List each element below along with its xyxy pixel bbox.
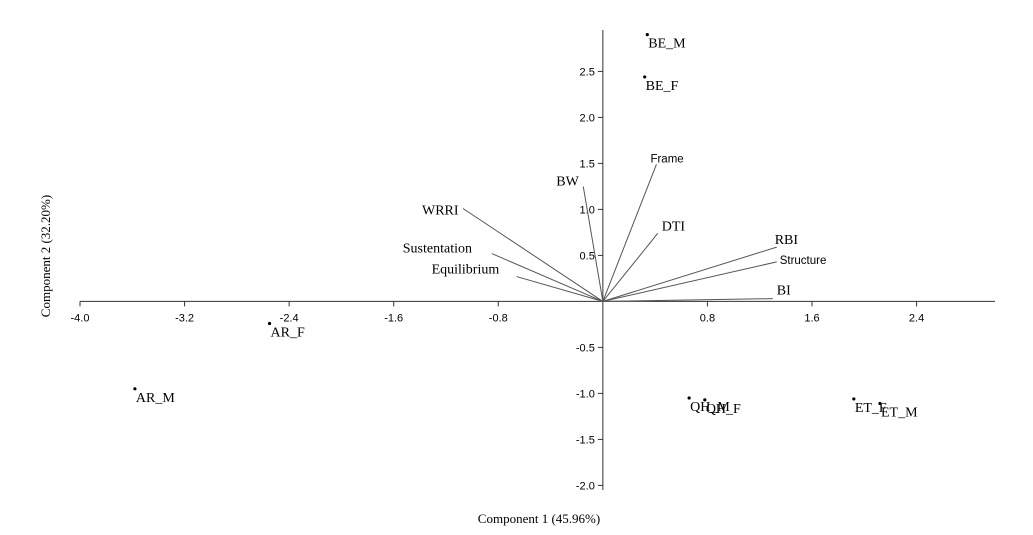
- loading-vector-rbi: [602, 246, 777, 302]
- x-tick-label: -1.6: [384, 312, 403, 324]
- y-tick-label: 1.5: [580, 158, 595, 170]
- score-points: BE_MBE_FAR_FAR_MQH_MQH_F ET_FET_M: [133, 33, 918, 421]
- x-axis-label: Component 1 (45.96%): [478, 511, 600, 526]
- score-point-et-f: [852, 397, 856, 401]
- score-label-ar-m: AR_M: [136, 391, 175, 406]
- loading-label-sustentation: Sustentation: [403, 242, 472, 257]
- x-tick-label: -4.0: [71, 312, 90, 324]
- score-label-qh-m: QH_M: [690, 400, 730, 415]
- loading-label-dti: DTI: [662, 219, 686, 234]
- x-tick-label: 2.4: [909, 312, 924, 324]
- y-tick-label: -2.0: [576, 480, 595, 492]
- score-point-qh-m: [687, 396, 691, 400]
- loading-label-rbi: RBI: [775, 233, 799, 248]
- loading-vector-frame: [602, 164, 657, 302]
- score-point-be-f: [643, 75, 647, 79]
- loading-vector-dti: [602, 233, 659, 302]
- y-tick-label: -1.5: [576, 434, 595, 446]
- score-point-ar-m: [133, 387, 137, 391]
- y-axis-label: Component 2 (32.20%): [38, 195, 53, 317]
- loading-vector-bi: [602, 298, 773, 302]
- y-tick-label: -0.5: [576, 342, 595, 354]
- x-tick-label: -2.4: [280, 312, 299, 324]
- score-label-qh-f: QH_F: [706, 402, 741, 417]
- x-tick-label: 0.8: [700, 312, 715, 324]
- loading-vector-equilibrium: [516, 276, 603, 302]
- x-tick-label: 1.6: [804, 312, 819, 324]
- score-point-ar-f: [267, 321, 272, 326]
- y-tick-label: 2.0: [580, 112, 595, 124]
- loading-label-bw: BW: [556, 174, 579, 189]
- loading-label-equilibrium: Equilibrium: [432, 263, 500, 278]
- score-point-be-m: [645, 33, 649, 37]
- x-tick-label: -0.8: [489, 312, 508, 324]
- x-tick-label: -3.2: [175, 312, 194, 324]
- y-tick-label: 2.5: [580, 66, 595, 78]
- y-tick-label: -1.0: [576, 388, 595, 400]
- loading-label-wrri: WRRI: [422, 203, 459, 218]
- loading-vector-structure: [602, 261, 777, 302]
- loading-label-bi: BI: [777, 284, 791, 299]
- loading-vector-bw: [582, 186, 604, 302]
- loading-vector-wrri: [462, 208, 604, 302]
- loading-vector-sustentation: [491, 253, 604, 302]
- score-label-ar-f: AR_F: [271, 325, 305, 340]
- loading-label-structure: Structure: [780, 255, 827, 267]
- y-tick-label: 0.5: [580, 250, 595, 262]
- score-point-et-m: [878, 401, 882, 406]
- loading-vectors: Frame BW WRRI Sustentation Equilibrium DTI RBI…: [403, 153, 827, 302]
- score-point-qh-f: [703, 398, 707, 402]
- score-label-et-m: ET_M: [881, 406, 918, 421]
- score-label-be-m: BE_M: [648, 37, 686, 52]
- score-label-be-f: BE_F: [646, 79, 679, 94]
- axes: -4.0-3.2-2.4-1.6-0.80.81.62.42.52.01.51.…: [71, 30, 995, 492]
- loading-label-frame: Frame: [650, 153, 683, 165]
